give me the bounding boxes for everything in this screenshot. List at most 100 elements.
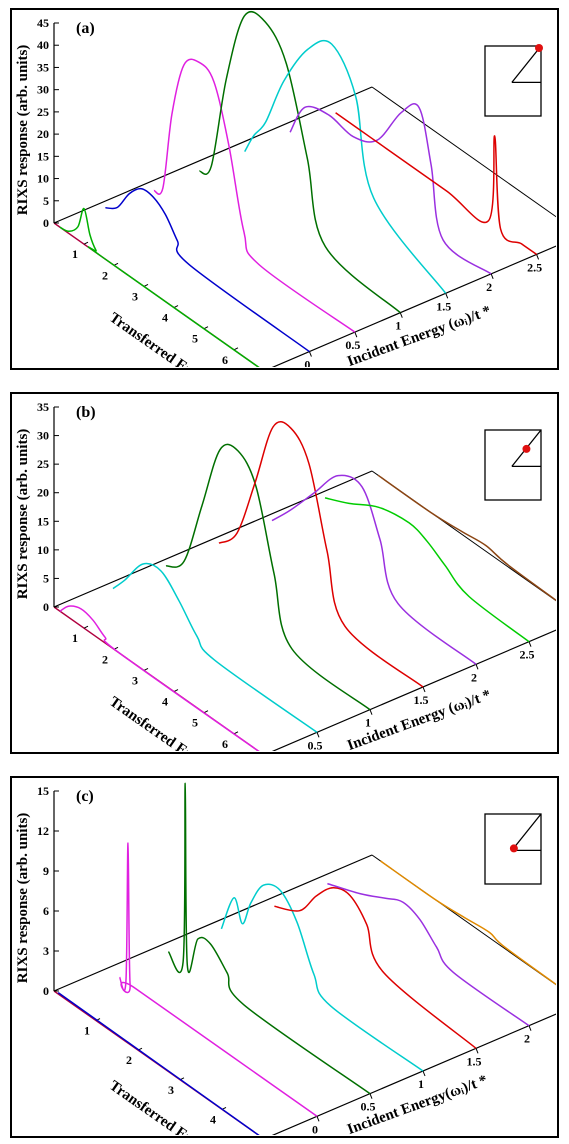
y-tick-label: 5 xyxy=(43,194,49,208)
panel-label: (b) xyxy=(76,404,96,421)
series-line-3 xyxy=(167,782,371,1095)
series-line-1 xyxy=(59,605,260,751)
z-tick-label: 2.5 xyxy=(527,260,542,274)
series-line-5 xyxy=(244,39,447,294)
y-tick-label: 10 xyxy=(37,543,49,557)
z-tick-mark xyxy=(475,1048,479,1054)
z-tick-mark xyxy=(445,293,449,299)
y-tick-label: 25 xyxy=(37,105,49,119)
back-axis-line xyxy=(53,854,373,992)
x-tick-label: 4 xyxy=(162,311,168,325)
panel-a: 0510152025303540451234567-0.500.511.522.… xyxy=(10,8,559,370)
x-axis-title: Transferred Energy(Ω)/t * xyxy=(106,1078,254,1135)
x-tick-mark xyxy=(203,710,209,714)
z-tick-label: 0.5 xyxy=(308,738,323,751)
x-tick-mark xyxy=(173,305,179,309)
z-tick-label: 1 xyxy=(365,716,371,730)
inset-diagonal xyxy=(511,45,542,83)
series-line-1 xyxy=(57,991,260,1135)
z-tick-label: 2.5 xyxy=(520,648,535,662)
z-tick-mark xyxy=(369,1093,373,1099)
y-tick-label: 35 xyxy=(37,400,49,414)
x-tick-label: 6 xyxy=(222,737,228,751)
z-tick-mark xyxy=(308,351,312,357)
y-axis-title: RIXS response (arb. units) xyxy=(15,45,31,216)
y-tick-label: 10 xyxy=(37,172,49,186)
z-axis-title: Incident Energy (ωᵢ)/t * xyxy=(345,303,493,367)
y-tick-label: 6 xyxy=(43,904,49,918)
y-tick-label: 5 xyxy=(43,571,49,585)
y-tick-label: 25 xyxy=(37,457,49,471)
y-tick-label: 40 xyxy=(37,38,49,52)
series-line-4 xyxy=(198,10,401,314)
y-tick-label: 15 xyxy=(37,149,49,163)
series-line-7 xyxy=(379,860,556,986)
panel-b: 05101520253035123456700.511.522.53(b)RIX… xyxy=(10,392,559,754)
x-tick-mark xyxy=(143,667,149,671)
z-tick-label: 0.5 xyxy=(345,338,360,352)
y-axis-title: RIXS response (arb. units) xyxy=(15,813,31,984)
series-line-7 xyxy=(335,112,538,256)
z-tick-mark xyxy=(354,331,358,338)
z-tick-label: 1.5 xyxy=(414,693,429,707)
z-tick-mark xyxy=(316,1116,320,1122)
series-line-5 xyxy=(274,886,477,1049)
rixs-3d-plot-c: 0369121512345-0.500.511.522.5(c)RIXS res… xyxy=(15,782,556,1135)
series-line-2 xyxy=(118,842,318,1117)
inset-diagram xyxy=(484,429,542,501)
inset-diagram xyxy=(484,44,543,117)
series-line-1 xyxy=(59,207,260,367)
series-line-7 xyxy=(377,474,556,602)
z-tick-mark xyxy=(536,254,540,260)
z-tick-mark xyxy=(369,709,373,715)
z-tick-mark xyxy=(490,273,494,280)
z-axis-line xyxy=(271,245,556,367)
z-tick-label: 2 xyxy=(524,1032,530,1046)
series-line-4 xyxy=(218,421,424,688)
y-tick-label: 0 xyxy=(43,216,49,230)
y-tick-label: 0 xyxy=(43,984,49,998)
x-tick-label: 2 xyxy=(102,652,108,666)
z-tick-label: 0 xyxy=(312,1122,318,1135)
series-line-3 xyxy=(165,443,371,711)
z-tick-label: 1.5 xyxy=(436,299,451,313)
series-line-6 xyxy=(324,497,530,643)
z-tick-mark xyxy=(475,664,479,670)
inset-marker-dot xyxy=(535,44,543,52)
y-tick-label: 20 xyxy=(37,127,49,141)
z-tick-mark xyxy=(528,641,532,647)
x-tick-label: 1 xyxy=(72,631,78,645)
y-tick-label: 3 xyxy=(43,944,49,958)
z-tick-mark xyxy=(316,732,320,738)
series-line-2 xyxy=(105,187,310,353)
y-tick-label: 15 xyxy=(37,784,49,798)
series-line-2 xyxy=(112,562,318,733)
y-axis-title: RIXS response (arb. units) xyxy=(15,429,31,600)
y-tick-label: 45 xyxy=(37,16,49,30)
back-axis-line xyxy=(53,470,373,608)
z-tick-mark xyxy=(422,686,426,693)
x-tick-label: 5 xyxy=(192,332,198,346)
z-tick-label: 1 xyxy=(395,319,401,333)
inset-marker-dot xyxy=(522,444,531,453)
inset-diagram xyxy=(484,813,542,885)
x-tick-label: 5 xyxy=(192,716,198,730)
z-tick-label: 1 xyxy=(418,1077,424,1091)
z-tick-label: 0 xyxy=(304,358,310,367)
z-tick-mark xyxy=(399,312,403,318)
series-line-5 xyxy=(271,474,477,665)
x-tick-mark xyxy=(173,689,179,693)
panel-c: 0369121512345-0.500.511.522.5(c)RIXS res… xyxy=(10,776,559,1138)
x-tick-mark xyxy=(233,731,239,735)
z-tick-mark xyxy=(528,1025,532,1031)
rixs-3d-plot-a: 0510152025303540451234567-0.500.511.522.… xyxy=(15,10,556,367)
z-tick-label: 2 xyxy=(471,670,477,684)
x-tick-label: 3 xyxy=(168,1083,174,1097)
y-tick-label: 9 xyxy=(43,864,49,878)
z-tick-label: 1.5 xyxy=(467,1054,482,1068)
x-tick-label: 1 xyxy=(72,247,78,261)
z-tick-label: 2 xyxy=(486,280,492,294)
y-tick-label: 35 xyxy=(37,60,49,74)
panel-label: (c) xyxy=(76,788,94,805)
inset-diagonal xyxy=(511,813,542,851)
